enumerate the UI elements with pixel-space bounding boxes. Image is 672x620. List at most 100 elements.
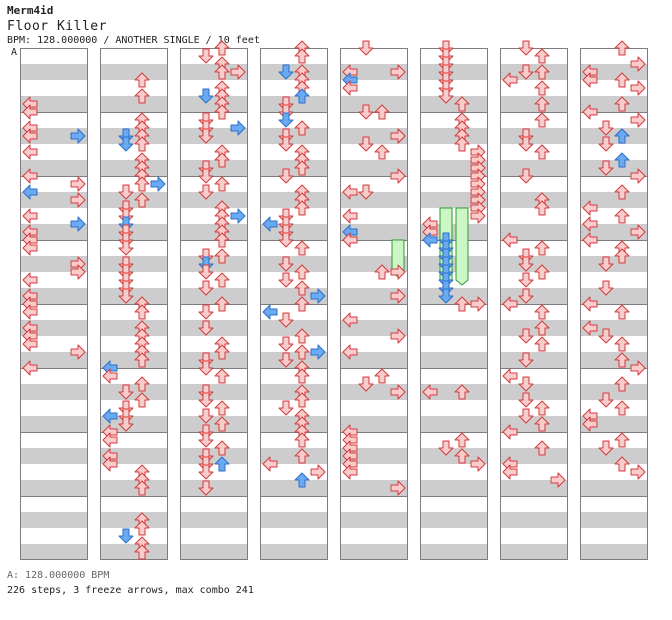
beat-band	[501, 544, 567, 559]
measure-line	[181, 496, 247, 497]
beat-band	[581, 352, 647, 368]
beat-band	[341, 416, 407, 432]
beat-band	[501, 96, 567, 112]
measure-line	[181, 432, 247, 433]
beat-band	[261, 192, 327, 208]
measure-line	[501, 304, 567, 305]
beat-band	[581, 416, 647, 432]
measure-line	[261, 112, 327, 113]
beat-band	[181, 448, 247, 464]
beat-band	[101, 128, 167, 144]
beat-band	[421, 64, 487, 80]
measure-line	[181, 240, 247, 241]
bpm-marker: A	[11, 47, 18, 58]
beat-band	[581, 96, 647, 112]
step-column-6	[420, 48, 488, 560]
beat-band	[181, 416, 247, 432]
beat-band	[421, 352, 487, 368]
measure-line	[181, 112, 247, 113]
measure-line	[341, 432, 407, 433]
beat-band	[181, 480, 247, 496]
beat-band	[261, 544, 327, 559]
beat-band	[341, 288, 407, 304]
measure-line	[181, 304, 247, 305]
step-column-8	[580, 48, 648, 560]
beat-band	[21, 512, 87, 528]
measure-line	[341, 240, 407, 241]
beat-band	[181, 160, 247, 176]
beat-band	[181, 64, 247, 80]
beat-band	[421, 384, 487, 400]
measure-line	[21, 496, 87, 497]
beat-band	[21, 256, 87, 272]
beat-band	[21, 320, 87, 336]
beat-band	[181, 544, 247, 559]
measure-line	[581, 432, 647, 433]
beat-band	[101, 384, 167, 400]
beat-band	[21, 192, 87, 208]
beat-band	[421, 288, 487, 304]
beat-band	[101, 320, 167, 336]
measure-line	[261, 240, 327, 241]
beat-band	[501, 160, 567, 176]
beat-band	[21, 128, 87, 144]
beat-band	[261, 320, 327, 336]
measure-line	[501, 240, 567, 241]
beat-band	[101, 352, 167, 368]
beat-band	[21, 416, 87, 432]
measure-line	[101, 112, 167, 113]
measure-line	[501, 176, 567, 177]
measure-line	[501, 496, 567, 497]
beat-band	[181, 256, 247, 272]
beat-band	[101, 224, 167, 240]
beat-band	[341, 352, 407, 368]
beat-band	[501, 480, 567, 496]
beat-band	[261, 384, 327, 400]
measure-line	[261, 368, 327, 369]
beat-band	[501, 256, 567, 272]
beat-band	[501, 320, 567, 336]
measure-line	[341, 304, 407, 305]
measure-line	[581, 368, 647, 369]
step-column-7	[500, 48, 568, 560]
beat-band	[341, 544, 407, 559]
measure-line	[341, 112, 407, 113]
beat-band	[581, 256, 647, 272]
measure-line	[341, 496, 407, 497]
beat-band	[581, 224, 647, 240]
beat-band	[21, 96, 87, 112]
beat-band	[581, 64, 647, 80]
beat-band	[501, 288, 567, 304]
measure-line	[261, 432, 327, 433]
beat-band	[501, 448, 567, 464]
beat-band	[261, 96, 327, 112]
beat-band	[181, 320, 247, 336]
beat-band	[581, 544, 647, 559]
measure-line	[581, 304, 647, 305]
artist-name: Merm4id	[7, 4, 54, 17]
measure-line	[421, 112, 487, 113]
measure-line	[261, 496, 327, 497]
beat-band	[501, 384, 567, 400]
beat-band	[101, 192, 167, 208]
measure-line	[181, 176, 247, 177]
beat-band	[581, 512, 647, 528]
beat-band	[341, 320, 407, 336]
beat-band	[101, 512, 167, 528]
beat-band	[341, 448, 407, 464]
measure-line	[21, 432, 87, 433]
beat-band	[261, 480, 327, 496]
measure-line	[581, 176, 647, 177]
beat-band	[581, 320, 647, 336]
beat-band	[581, 384, 647, 400]
beat-band	[581, 448, 647, 464]
beat-band	[261, 160, 327, 176]
beat-band	[341, 512, 407, 528]
beat-band	[421, 160, 487, 176]
beat-band	[341, 480, 407, 496]
beat-band	[501, 352, 567, 368]
measure-line	[581, 240, 647, 241]
beat-band	[341, 384, 407, 400]
beat-band	[341, 96, 407, 112]
